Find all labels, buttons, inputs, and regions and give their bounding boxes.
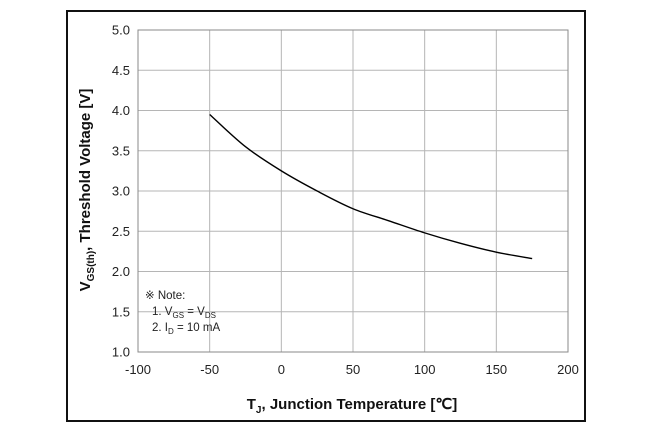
x-tick-labels: -100 -50 0 50 100 150 200	[125, 362, 579, 377]
plot-area	[137, 29, 569, 353]
note-box: ※ Note: 1. VGS = VDS 2. ID = 10 mA	[145, 290, 220, 336]
y-axis-title: VGS(th), Threshold Voltage [V]	[77, 89, 97, 292]
x-tick-label: 150	[485, 362, 507, 377]
series-group	[209, 114, 533, 260]
x-tick-label: -50	[200, 362, 219, 377]
x-tick-label: 100	[414, 362, 436, 377]
y-tick-label: 4.5	[112, 63, 130, 78]
note-header: ※ Note:	[145, 290, 185, 302]
y-tick-label: 2.5	[112, 224, 130, 239]
y-tick-label: 2.0	[112, 264, 130, 279]
note-line-2: 2. ID = 10 mA	[152, 322, 220, 336]
series-line	[209, 114, 533, 260]
y-tick-label: 1.0	[112, 345, 130, 360]
y-tick-labels: 1.0 1.5 2.0 2.5 3.0 3.5 4.0 4.5 5.0	[112, 23, 130, 360]
grid-lines	[137, 29, 569, 353]
y-tick-label: 5.0	[112, 23, 130, 38]
x-axis-title: TJ, Junction Temperature [℃]	[247, 396, 458, 416]
y-tick-label: 3.5	[112, 143, 130, 158]
y-tick-label: 1.5	[112, 304, 130, 319]
note-line-1: 1. VGS = VDS	[152, 306, 216, 320]
x-tick-label: 0	[278, 362, 285, 377]
x-tick-label: 200	[557, 362, 579, 377]
x-tick-label: -100	[125, 362, 151, 377]
y-tick-label: 4.0	[112, 103, 130, 118]
chart-frame	[66, 10, 586, 422]
x-tick-label: 50	[346, 362, 360, 377]
y-tick-label: 3.0	[112, 184, 130, 199]
